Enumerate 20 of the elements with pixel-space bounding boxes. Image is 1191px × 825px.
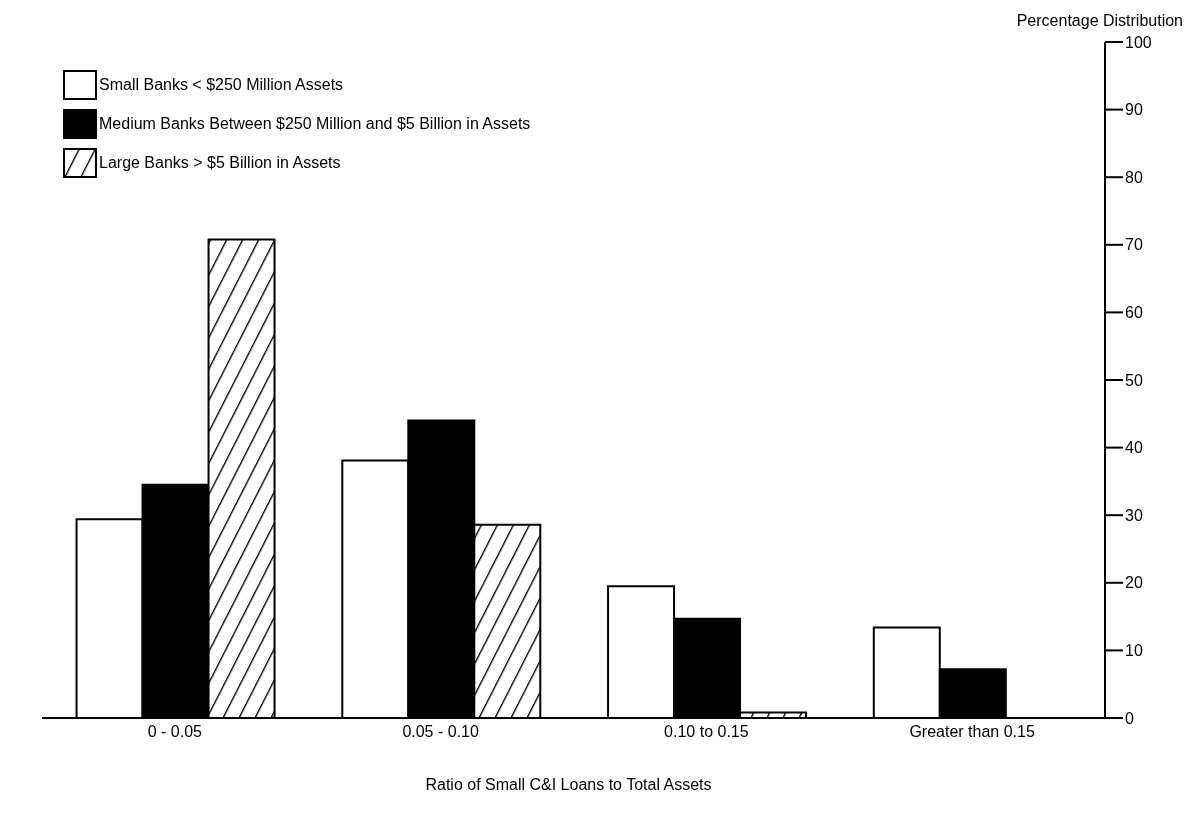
y-tick-label: 10 <box>1125 642 1143 660</box>
legend-label: Medium Banks Between $250 Million and $5 Billion in Assets <box>99 115 531 133</box>
x-tick-label: 0.05 - 0.10 <box>402 723 479 741</box>
y-tick-label: 100 <box>1125 33 1152 51</box>
y-tick-label: 60 <box>1125 304 1143 322</box>
y-tick-label: 70 <box>1125 236 1143 254</box>
y-tick-label: 30 <box>1125 506 1143 524</box>
x-tick-label: Greater than 0.15 <box>909 723 1035 741</box>
y-tick-label: 80 <box>1125 168 1143 186</box>
legend-label: Small Banks < $250 Million Assets <box>99 76 344 94</box>
y-axis-title: Percentage Distribution <box>1016 12 1183 30</box>
legend-label: Large Banks > $5 Billion in Assets <box>99 154 341 172</box>
x-tick-label: 0.10 to 0.15 <box>664 723 749 741</box>
y-tick-label: 40 <box>1125 439 1143 457</box>
x-tick-label: 0 - 0.05 <box>147 723 203 741</box>
x-axis-title: Ratio of Small C&I Loans to Total Assets <box>424 776 713 794</box>
y-tick-label: 90 <box>1125 101 1143 119</box>
y-tick-label: 20 <box>1125 574 1143 592</box>
y-tick-label: 0 <box>1125 709 1134 727</box>
y-tick-label: 50 <box>1125 371 1143 389</box>
